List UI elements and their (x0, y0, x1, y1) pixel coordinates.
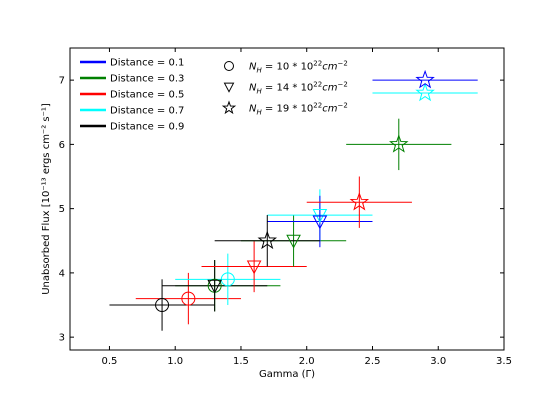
legend-label: Distance = 0.7 (110, 106, 184, 117)
y-axis-label: Unabsorbed Flux [10⁻¹³ ergs cm⁻² s⁻¹] (41, 103, 52, 295)
x-tick-label: 1.5 (233, 356, 249, 367)
legend-marker-circle (224, 61, 234, 71)
y-tick-label: 7 (59, 76, 65, 87)
x-tick-label: 3.5 (496, 356, 512, 367)
data-point-star (415, 69, 435, 89)
legend-marker-star (221, 100, 237, 115)
data-point-star (415, 82, 435, 102)
legend-marker-triangle-down (223, 82, 235, 93)
data-markers (155, 69, 435, 313)
legend-label: Distance = 0.9 (110, 122, 184, 133)
data-point-triangle-down (246, 260, 262, 275)
legend-label: Distance = 0.5 (110, 90, 184, 101)
legend-label: Distance = 0.1 (110, 58, 184, 69)
data-point-triangle-down (207, 279, 222, 294)
y-tick-label: 3 (59, 333, 65, 344)
data-point-circle (181, 291, 196, 306)
legend-marker-label: NH = 19 * 1022cm−2 (249, 102, 348, 117)
plot-frame (69, 47, 505, 351)
legend-label: Distance = 0.3 (110, 74, 184, 85)
data-point-triangle-down (312, 215, 328, 230)
x-tick-label: 1.0 (167, 356, 183, 367)
x-tick-label: 3.0 (430, 356, 446, 367)
x-tick-label: 0.5 (102, 356, 118, 367)
legend-marker: NH = 10 * 1022cm−2 NH = 14 * 1022cm−2 NH =… (221, 60, 348, 117)
data-point-circle (220, 272, 235, 287)
error-bars (109, 79, 478, 331)
y-tick-label: 4 (59, 268, 65, 279)
axis-ticks: 0.5 1.0 1.5 2.0 2.5 3.0 3.5 3 4 5 6 7 (59, 48, 512, 367)
x-tick-label: 2.0 (299, 356, 315, 367)
x-tick-label: 2.5 (365, 356, 381, 367)
legend-marker-label: NH = 14 * 1022cm−2 (249, 81, 348, 96)
y-tick-label: 6 (59, 140, 65, 151)
data-point-star (349, 191, 370, 211)
x-axis-label: Gamma (Γ) (259, 369, 315, 380)
data-point-circle (155, 298, 170, 313)
y-tick-label: 5 (59, 204, 65, 215)
legend-marker-label: NH = 10 * 1022cm−2 (249, 60, 348, 75)
data-point-star (389, 134, 409, 153)
legend-distance: Distance = 0.1 Distance = 0.3 Distance = 0… (80, 58, 184, 133)
data-point-star (257, 230, 278, 250)
data-point-triangle-down (286, 234, 301, 249)
